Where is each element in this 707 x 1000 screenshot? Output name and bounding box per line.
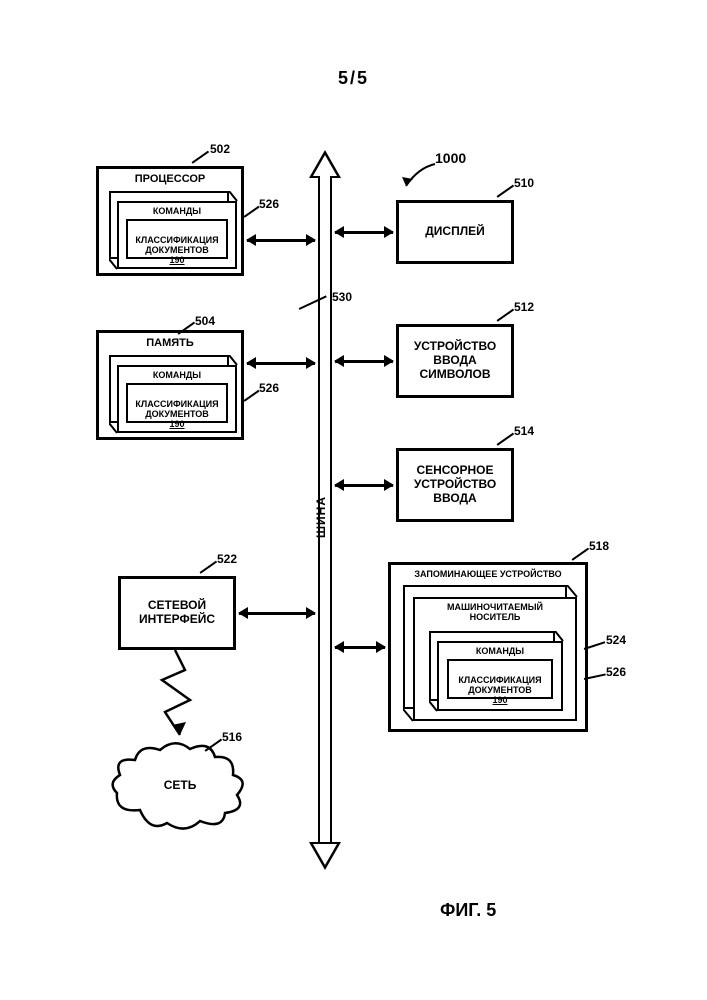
memory-commands-panel: КОМАНДЫ КЛАССИФИКАЦИЯ ДОКУМЕНТОВ 190	[109, 355, 237, 435]
bus-arrow-head-down	[309, 842, 341, 870]
storage-medium-panel: МАШИНОЧИТАЕМЫЙ НОСИТЕЛЬ КОМАНДЫ КЛАССИФИ…	[403, 585, 579, 725]
nic-bus-connector	[239, 612, 315, 615]
char-input-ref: 512	[514, 301, 534, 315]
figure-canvas: 5/5 1000 ШИНА 530 ПРОЦЕССОР КОМАНДЫ КЛАС…	[0, 0, 707, 1000]
network-title: СЕТЬ	[105, 779, 255, 793]
char-input-ref-leader	[497, 309, 514, 322]
storage-524: 524	[606, 634, 626, 648]
nic-box: СЕТЕВОЙ ИНТЕРФЕЙС	[118, 576, 236, 650]
network-cloud: СЕТЬ	[105, 735, 255, 850]
storage-box: ЗАПОМИНАЮЩЕЕ УСТРОЙСТВО МАШИНОЧИТАЕМЫЙ Н…	[388, 562, 588, 732]
display-title: ДИСПЛЕЙ	[425, 225, 485, 239]
touch-input-bus-connector	[335, 484, 393, 487]
display-ref-leader	[497, 185, 514, 198]
system-ref-pointer	[400, 160, 440, 195]
touch-input-ref-leader	[497, 433, 514, 446]
processor-526-leader	[244, 206, 260, 218]
char-input-bus-connector	[335, 360, 393, 363]
storage-ref-leader	[572, 548, 589, 561]
char-input-title: УСТРОЙСТВО ВВОДА СИМВОЛОВ	[414, 340, 496, 381]
figure-label: ФИГ. 5	[440, 900, 496, 921]
memory-526-leader	[244, 390, 260, 402]
bus-ref: 530	[332, 291, 352, 305]
storage-526: 526	[606, 666, 626, 680]
display-box: ДИСПЛЕЙ	[396, 200, 514, 264]
nic-title: СЕТЕВОЙ ИНТЕРФЕЙС	[139, 599, 215, 627]
touch-input-ref: 514	[514, 425, 534, 439]
touch-input-title: СЕНСОРНОЕ УСТРОЙСТВО ВВОДА	[414, 464, 496, 505]
touch-input-box: СЕНСОРНОЕ УСТРОЙСТВО ВВОДА	[396, 448, 514, 522]
storage-bus-connector	[335, 646, 385, 649]
network-ref: 516	[222, 731, 242, 745]
memory-526: 526	[259, 382, 279, 396]
memory-title: ПАМЯТЬ	[99, 337, 241, 350]
bus-arrow-head-up	[309, 150, 341, 178]
processor-ref-leader	[192, 151, 209, 164]
storage-title: ЗАПОМИНАЮЩЕЕ УСТРОЙСТВО	[391, 569, 585, 579]
storage-ref: 518	[589, 540, 609, 554]
display-bus-connector	[335, 231, 393, 234]
display-ref: 510	[514, 177, 534, 191]
processor-box: ПРОЦЕССОР КОМАНДЫ КЛАССИФИКАЦИЯ ДОКУМЕНТ…	[96, 166, 244, 276]
memory-box: ПАМЯТЬ КОМАНДЫ КЛАССИФИКАЦИЯ ДОКУМЕНТОВ …	[96, 330, 244, 440]
char-input-box: УСТРОЙСТВО ВВОДА СИМВОЛОВ	[396, 324, 514, 398]
processor-ref: 502	[210, 143, 230, 157]
memory-ref: 504	[195, 315, 215, 329]
bus-label: ШИНА	[314, 496, 328, 538]
memory-bus-connector	[247, 362, 315, 365]
nic-ref-leader	[200, 561, 217, 574]
processor-title: ПРОЦЕССОР	[99, 173, 241, 186]
nic-ref: 522	[217, 553, 237, 567]
processor-526: 526	[259, 198, 279, 212]
processor-bus-connector	[247, 239, 315, 242]
processor-commands-panel: КОМАНДЫ КЛАССИФИКАЦИЯ ДОКУМЕНТОВ 190	[109, 191, 237, 271]
page-number: 5/5	[0, 68, 707, 89]
